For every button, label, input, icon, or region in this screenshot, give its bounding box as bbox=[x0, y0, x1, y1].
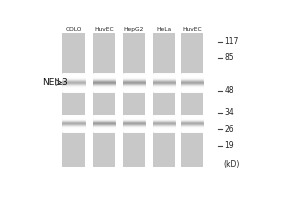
Bar bbox=[153, 33, 175, 167]
Text: 34: 34 bbox=[225, 108, 234, 117]
Text: NEIL3: NEIL3 bbox=[42, 78, 68, 87]
Text: 26: 26 bbox=[225, 125, 234, 134]
Bar bbox=[93, 33, 115, 167]
Text: HepG2: HepG2 bbox=[124, 27, 144, 32]
Text: HuvEC: HuvEC bbox=[182, 27, 202, 32]
Text: 85: 85 bbox=[225, 53, 234, 62]
Text: COLO: COLO bbox=[65, 27, 82, 32]
Bar bbox=[181, 33, 203, 167]
Text: 19: 19 bbox=[225, 141, 234, 150]
Text: HeLa: HeLa bbox=[157, 27, 172, 32]
Text: 117: 117 bbox=[225, 37, 239, 46]
Bar bbox=[62, 33, 85, 167]
Text: 48: 48 bbox=[225, 86, 234, 95]
Bar bbox=[123, 33, 145, 167]
Text: (kD): (kD) bbox=[224, 160, 240, 169]
Text: HuvEC: HuvEC bbox=[94, 27, 114, 32]
